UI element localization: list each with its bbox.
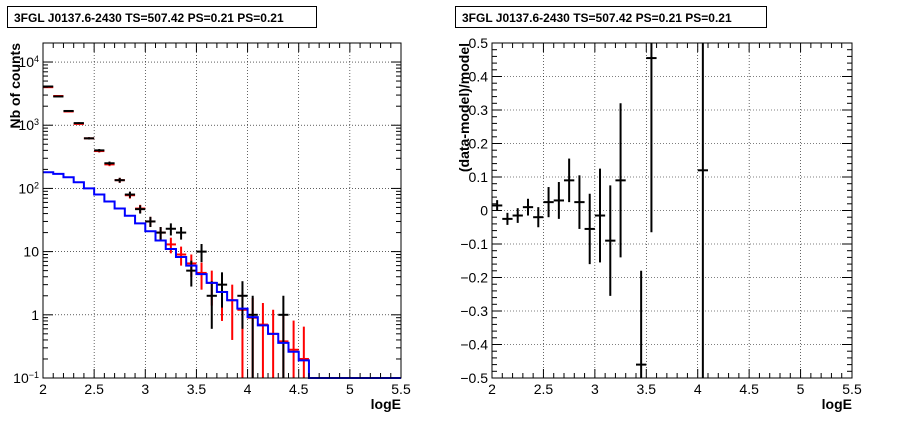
data-point — [53, 95, 64, 98]
data-point — [94, 149, 105, 152]
x-tick-label: 4.5 — [739, 381, 759, 397]
y-tick-label: 0.1 — [469, 169, 489, 185]
data-point — [298, 326, 309, 378]
data-point — [43, 85, 54, 88]
y-tick-label: 0.5 — [469, 35, 489, 51]
y-tick-label: 1 — [31, 307, 39, 323]
data-point — [165, 237, 176, 254]
counts-grid — [43, 43, 401, 378]
counts-plot-frame — [42, 42, 402, 379]
data-point — [83, 137, 95, 140]
data-point — [615, 103, 626, 258]
x-tick-label: 5 — [797, 381, 805, 397]
residual-chart-title: 3FGL J0137.6-2430 TS=507.42 PS=0.21 PS=0… — [455, 6, 767, 28]
y-tick-label: 103 — [18, 117, 39, 133]
y-tick-label: −0.4 — [460, 337, 488, 353]
data-point — [145, 216, 156, 228]
data-point — [165, 223, 176, 236]
data-point — [135, 205, 146, 214]
x-tick-label: 3 — [141, 381, 149, 397]
residual-grid — [492, 43, 852, 378]
data-point — [564, 158, 575, 203]
data-point — [278, 295, 289, 378]
data-point — [553, 182, 564, 219]
x-tick-label: 4.5 — [289, 381, 309, 397]
x-tick-label: 3.5 — [637, 381, 657, 397]
data-point — [104, 161, 115, 166]
data-point — [594, 168, 606, 263]
x-tick-label: 2.5 — [84, 381, 104, 397]
data-point — [502, 212, 513, 225]
y-tick-label: 10−1 — [13, 370, 39, 386]
data-point — [124, 191, 136, 198]
y-tick-label: −0.2 — [460, 270, 488, 286]
data-point — [175, 227, 187, 240]
data-point — [584, 193, 595, 265]
data-point — [512, 208, 523, 223]
y-tick-label: 10 — [23, 244, 39, 260]
data-point — [196, 243, 207, 263]
data-point — [288, 320, 299, 378]
residual-panel: 2 2.5 3 3.5 4 4.5 5 5.5 −0.5 −0.4 −0.3 −0.2 −0.1 0 0.1… — [456, 35, 862, 412]
model-step-line — [43, 171, 401, 379]
y-tick-label: −0.1 — [460, 236, 488, 252]
data-point — [237, 281, 248, 329]
data-point — [186, 260, 197, 287]
data-point — [155, 227, 166, 240]
x-tick-label: 2 — [488, 381, 496, 397]
x-tick-label: 4 — [244, 381, 252, 397]
data-point — [522, 198, 534, 216]
data-point — [268, 309, 279, 378]
counts-chart-title: 3FGL J0137.6-2430 TS=507.42 PS=0.21 PS=0… — [7, 6, 317, 28]
residual-series — [492, 43, 708, 378]
data-point — [543, 187, 554, 218]
data-point — [196, 262, 207, 290]
counts-y-axis-label: Nb of counts — [7, 43, 23, 129]
y-tick-label: 0.3 — [469, 102, 489, 118]
x-tick-label: 3.5 — [187, 381, 207, 397]
y-tick-label: 0.2 — [469, 136, 489, 152]
x-tick-label: 5 — [346, 381, 354, 397]
data-point — [257, 302, 269, 378]
residual-y-axis-label: (data-model)/model — [456, 43, 472, 172]
data-point — [636, 270, 647, 378]
data-point — [492, 200, 503, 211]
x-tick-label: 5.5 — [391, 381, 411, 397]
data-point — [206, 281, 217, 329]
data-point — [63, 109, 74, 112]
x-tick-label: 3 — [591, 381, 599, 397]
data-point — [533, 207, 544, 228]
residual-axis-ticks: 2 2.5 3 3.5 4 4.5 5 5.5 −0.5 −0.4 −0.3 −0.2 −0.1 0 0.1… — [460, 35, 862, 397]
data-point — [216, 272, 228, 308]
y-tick-label: 0.4 — [469, 69, 489, 85]
data-point — [605, 185, 616, 296]
y-tick-label: 104 — [18, 54, 39, 70]
data-point — [114, 177, 125, 183]
data-point — [574, 175, 585, 229]
counts-series — [43, 85, 401, 379]
counts-axis-ticks: 2 2.5 3 3.5 4 4.5 5 5.5 10−1 1 10 102 103 104 — [13, 42, 411, 397]
y-tick-label: −0.5 — [460, 370, 488, 386]
y-tick-label: −0.3 — [460, 303, 488, 319]
data-point — [73, 122, 84, 125]
x-tick-label: 4 — [694, 381, 702, 397]
data-point — [646, 43, 657, 233]
residual-x-axis-label: logE — [822, 396, 852, 412]
data-point — [227, 284, 238, 340]
y-tick-label: 0 — [480, 203, 488, 219]
x-tick-label: 2 — [39, 381, 47, 397]
counts-panel: 2 2.5 3 3.5 4 4.5 5 5.5 10−1 1 10 102 103 104 logE Nb… — [7, 42, 411, 412]
x-tick-label: 5.5 — [842, 381, 862, 397]
data-point — [247, 295, 258, 378]
y-tick-label: 102 — [18, 180, 39, 196]
data-point — [697, 43, 708, 378]
counts-x-axis-label: logE — [371, 396, 401, 412]
x-tick-label: 2.5 — [534, 381, 554, 397]
